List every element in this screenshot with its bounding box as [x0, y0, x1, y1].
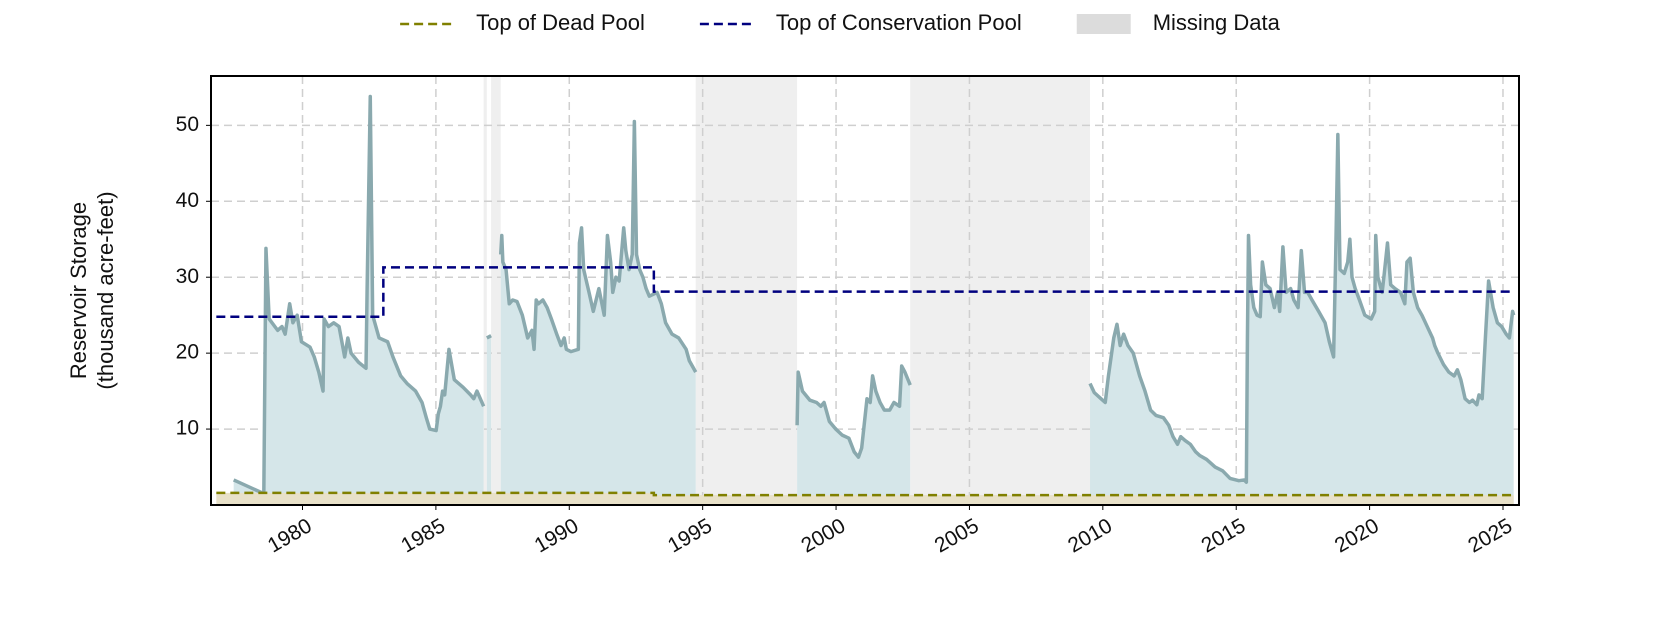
storage-area	[1090, 134, 1514, 505]
storage-line	[1088, 132, 1516, 484]
pool-line	[216, 491, 1514, 497]
storage-line	[795, 364, 912, 459]
storage-area	[233, 96, 484, 505]
x-tick-label: 2025	[1464, 514, 1516, 557]
x-tick-label: 2020	[1331, 514, 1383, 557]
plot-frame	[210, 75, 1520, 506]
x-tick-label: 2010	[1064, 514, 1116, 557]
storage-area	[500, 121, 696, 505]
x-tick-label: 2005	[931, 514, 983, 557]
storage-area	[797, 366, 911, 505]
storage-area	[486, 335, 492, 505]
x-tick-label: 2000	[797, 514, 849, 557]
y-tick-label: 50	[176, 113, 199, 136]
y-label-line: (thousand acre-feet)	[93, 191, 118, 389]
missing-span	[483, 76, 487, 505]
y-tick-label: 40	[176, 189, 199, 212]
plot-area	[211, 76, 1519, 505]
y-tick-label: 20	[176, 341, 199, 364]
storage-line	[232, 94, 486, 496]
y-tick-label: 30	[176, 265, 199, 288]
x-tick-label: 1985	[397, 514, 449, 557]
x-tick-label: 1980	[264, 514, 316, 557]
pool-line	[216, 266, 1514, 318]
storage-line	[486, 334, 492, 340]
legend-label: Missing Data	[1153, 10, 1281, 35]
y-tick-label: 10	[176, 417, 199, 440]
x-tick-label: 2015	[1198, 514, 1250, 557]
y-axis-label: Reservoir Storage (thousand acre-feet)	[66, 191, 118, 389]
x-tick-label: 1995	[664, 514, 716, 557]
storage-line	[498, 119, 698, 373]
y-label-line: Reservoir Storage	[66, 202, 91, 379]
legend-label: Top of Dead Pool	[476, 10, 645, 35]
legend-symbol	[1076, 14, 1131, 34]
x-tick-label: 1990	[531, 514, 583, 557]
legend-label: Top of Conservation Pool	[776, 10, 1022, 35]
legend: Top of Dead Pool Top of Conservation Pool…	[400, 10, 1281, 35]
pool-fill	[216, 492, 1514, 505]
missing-span	[491, 76, 501, 505]
